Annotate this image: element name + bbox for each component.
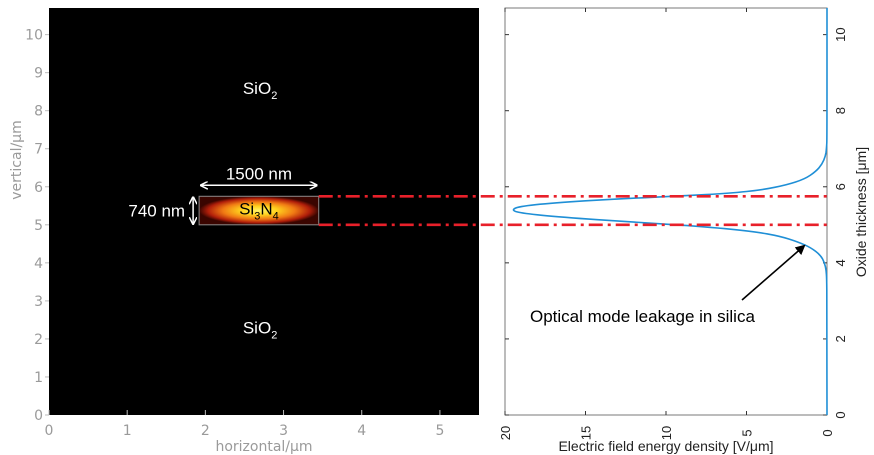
- line-plot-y-tick-label: 10: [833, 27, 848, 41]
- heatmap-x-tick-label: 5: [435, 423, 444, 439]
- heatmap-y-tick-label: 0: [34, 408, 43, 424]
- line-plot-x-tick-label: 10: [659, 426, 674, 440]
- heatmap-y-tick-label: 7: [34, 142, 43, 158]
- heatmap-y-tick-label: 6: [34, 180, 43, 196]
- line-plot-x-tick-label: 5: [740, 429, 755, 436]
- line-plot-x-tick-label: 0: [820, 429, 835, 436]
- top-cladding-label: SiO2: [243, 79, 277, 102]
- heatmap-x-tick-label: 0: [45, 423, 54, 439]
- core-material-label: Si3N4: [239, 200, 279, 223]
- mode-boundary-guides: [318, 194, 827, 227]
- energy-density-curve: [512, 8, 828, 416]
- heatmap-x-tick-label: 3: [279, 423, 288, 439]
- line-plot-panel: 20 15 10 5 0 0 2 4 6 8 10 Electric field energy de…: [498, 7, 869, 454]
- heatmap-y-tick-label: 8: [34, 104, 43, 120]
- line-plot-y-tick-label: 8: [833, 107, 848, 114]
- line-plot-ylabel: Oxide thickness [μm]: [853, 147, 869, 277]
- line-plot-ticks: 20 15 10 5 0 0 2 4 6 8 10: [498, 8, 848, 440]
- heatmap-x-tick-label: 1: [123, 423, 132, 439]
- heatmap-y-tick-label: 4: [34, 256, 43, 272]
- heatmap-x-tick-label: 4: [357, 423, 366, 439]
- line-plot-y-tick-label: 4: [833, 259, 848, 266]
- line-plot-y-tick-label: 6: [833, 183, 848, 190]
- heatmap-y-tick-label: 2: [34, 332, 43, 348]
- heatmap-panel: 0 1 2 3 4 5 0 1 2 3 4 5 6 7 8 9 10 horizontal/μm vertica…: [9, 8, 479, 455]
- line-plot-x-tick-label: 15: [579, 426, 594, 440]
- line-plot-x-tick-label: 20: [498, 426, 513, 440]
- heatmap-y-tick-label: 10: [25, 28, 43, 44]
- width-dimension-label: 1500 nm: [226, 164, 292, 183]
- height-dimension-label: 740 nm: [128, 202, 185, 221]
- heatmap-y-tick-label: 3: [34, 294, 43, 310]
- line-plot-y-tick-label: 0: [833, 411, 848, 418]
- line-plot-frame: [504, 7, 828, 416]
- heatmap-y-tick-label: 5: [34, 218, 43, 234]
- waveguide-mode-core: [198, 195, 320, 226]
- leakage-arrow: [741, 244, 806, 301]
- line-plot-xlabel: Electric field energy density [V/μm]: [558, 438, 773, 454]
- line-plot-y-tick-label: 2: [833, 335, 848, 342]
- heatmap-xlabel: horizontal/μm: [215, 439, 312, 455]
- heatmap-y-tick-label: 1: [34, 370, 43, 386]
- heatmap-x-tick-label: 2: [201, 423, 210, 439]
- heatmap-y-tick-label: 9: [34, 66, 43, 82]
- leakage-annotation: Optical mode leakage in silica: [530, 307, 755, 326]
- heatmap-tick-labels: 0 1 2 3 4 5 0 1 2 3 4 5 6 7 8 9 10: [25, 28, 444, 439]
- bottom-cladding-label: SiO2: [243, 319, 277, 342]
- heatmap-ylabel: vertical/μm: [9, 120, 25, 199]
